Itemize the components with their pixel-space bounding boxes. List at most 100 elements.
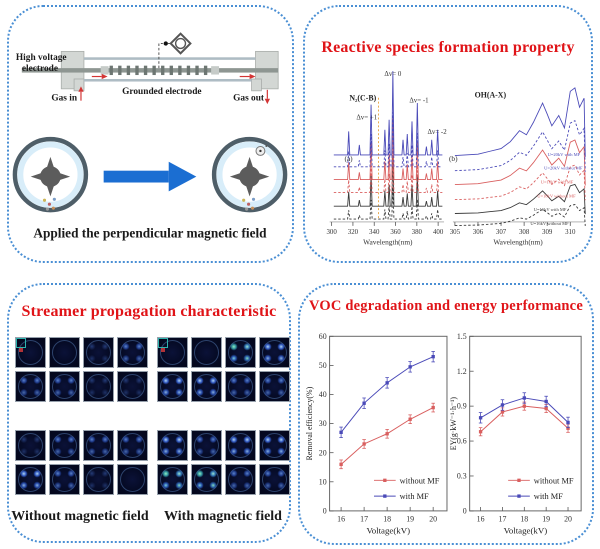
svg-text:N₂(C-B): N₂(C-B) [349,94,376,103]
svg-text:(a): (a) [344,154,353,163]
caption-without-mf: Without magnetic field [11,509,149,524]
svg-text:Δv= -2: Δv= -2 [427,129,447,136]
svg-text:0.9: 0.9 [457,402,467,411]
streamer-frame [225,371,256,402]
svg-text:50: 50 [319,361,327,370]
power-source-icon [158,32,192,69]
svg-text:305: 305 [450,229,461,236]
svg-text:309: 309 [542,229,553,236]
streamer-frame [49,430,80,461]
streamer-frame [49,464,80,495]
streamer-frame [49,337,80,368]
reactor-tube [21,50,279,92]
streamer-frame [15,371,46,402]
svg-text:0: 0 [323,506,327,515]
streamer-frame [15,337,46,368]
hv-electrode-label-line2: electrode [22,64,58,74]
svg-text:20: 20 [429,515,437,524]
svg-text:17: 17 [360,515,368,524]
streamer-frame [259,371,290,402]
svg-text:60: 60 [319,332,327,341]
glass-tube-bottom [83,78,252,82]
svg-text:U=20kV without MF: U=20kV without MF [544,166,583,171]
streamer-frame [117,337,148,368]
svg-text:Wavelength(nm): Wavelength(nm) [363,238,413,247]
caption-with-mf: With magnetic field [164,509,282,524]
streamer-title: Streamer propagation characteristic [21,303,277,320]
hv-electrode-label-line1: High voltage [16,53,67,63]
streamer-grid-with-mf-bottom [157,430,290,495]
tube-cross-section-after [211,136,288,213]
svg-text:U=20kV with MF: U=20kV with MF [548,152,581,157]
streamer-frame [49,371,80,402]
svg-text:0.3: 0.3 [457,472,467,481]
svg-text:20: 20 [319,448,327,457]
gas-in-label: Gas in [51,94,78,104]
streamer-frame [157,371,188,402]
streamer-frame [225,464,256,495]
svg-text:with MF: with MF [534,492,563,501]
emission-spectra-chart: 300 320 340 360 380 400 Wavelength(nm) N₂(C-B) (… [326,71,586,247]
svg-text:Voltage(kV): Voltage(kV) [504,526,548,536]
svg-text:with MF: with MF [400,492,429,501]
svg-text:360: 360 [390,229,401,236]
svg-text:Δv= 0: Δv= 0 [384,71,401,78]
svg-text:16: 16 [337,515,345,524]
panel-reactive-species: Reactive species formation property 300 3… [303,5,593,263]
streamer-frame [259,464,290,495]
rod-rings [109,65,208,76]
svg-text:U=16kV with MF: U=16kV with MF [534,207,567,212]
svg-text:U=18kV with MF: U=18kV with MF [541,180,574,185]
streamer-frame [225,337,256,368]
streamer-frame [117,464,148,495]
streamer-frame [157,464,188,495]
svg-text:U=16kV without MF: U=16kV without MF [530,221,569,226]
svg-text:EY(g·kW⁻¹·h⁻¹): EY(g·kW⁻¹·h⁻¹) [449,397,458,451]
streamer-frame [191,464,222,495]
streamer-frame [225,430,256,461]
streamer-frame [15,464,46,495]
svg-text:Δv= -1: Δv= -1 [409,98,429,105]
streamer-grid-without-mf-bottom [15,430,148,495]
svg-text:Wavelength(nm): Wavelength(nm) [493,238,543,247]
streamer-frame [117,371,148,402]
svg-text:Δv= +1: Δv= +1 [356,114,377,121]
svg-text:1.2: 1.2 [457,367,467,376]
svg-text:without MF: without MF [534,476,574,485]
svg-text:18: 18 [520,515,528,524]
streamer-grid-with-mf-top [157,337,290,402]
svg-text:0.6: 0.6 [457,437,467,446]
streamer-grid-without-mf-top [15,337,148,402]
streamer-frame [259,337,290,368]
gas-flow-arrows [78,73,270,105]
svg-text:17: 17 [499,515,507,524]
streamer-frame [157,430,188,461]
svg-text:1.5: 1.5 [457,332,467,341]
grounded-electrode-label: Grounded electrode [122,87,201,97]
gas-out-label: Gas out [233,94,265,104]
voc-title: VOC degradation and energy performance [309,298,583,314]
svg-text:400: 400 [433,229,444,236]
streamer-frame [83,464,114,495]
panel-reactor-setup: High voltage electrode Grounded electrod… [7,5,294,263]
streamer-frame [117,430,148,461]
svg-text:U=18kV without MF: U=18kV without MF [537,193,576,198]
tube-cross-section-before [12,136,89,213]
transition-arrow-icon [103,161,197,192]
svg-text:19: 19 [542,515,550,524]
streamer-frame [191,430,222,461]
streamer-frame [191,371,222,402]
streamer-frame [259,430,290,461]
reactor-schematic: High voltage electrode Grounded electrod… [12,32,288,241]
svg-text:10: 10 [319,477,327,486]
svg-text:300: 300 [326,229,337,236]
svg-text:16: 16 [477,515,485,524]
streamer-frame [191,337,222,368]
panel-voc-performance: VOC degradation and energy performance 0… [298,283,594,545]
svg-text:OH(A-X): OH(A-X) [475,91,507,100]
svg-text:without MF: without MF [400,476,440,485]
svg-text:40: 40 [319,390,327,399]
svg-text:308: 308 [519,229,530,236]
svg-text:20: 20 [564,515,572,524]
svg-text:19: 19 [406,515,414,524]
